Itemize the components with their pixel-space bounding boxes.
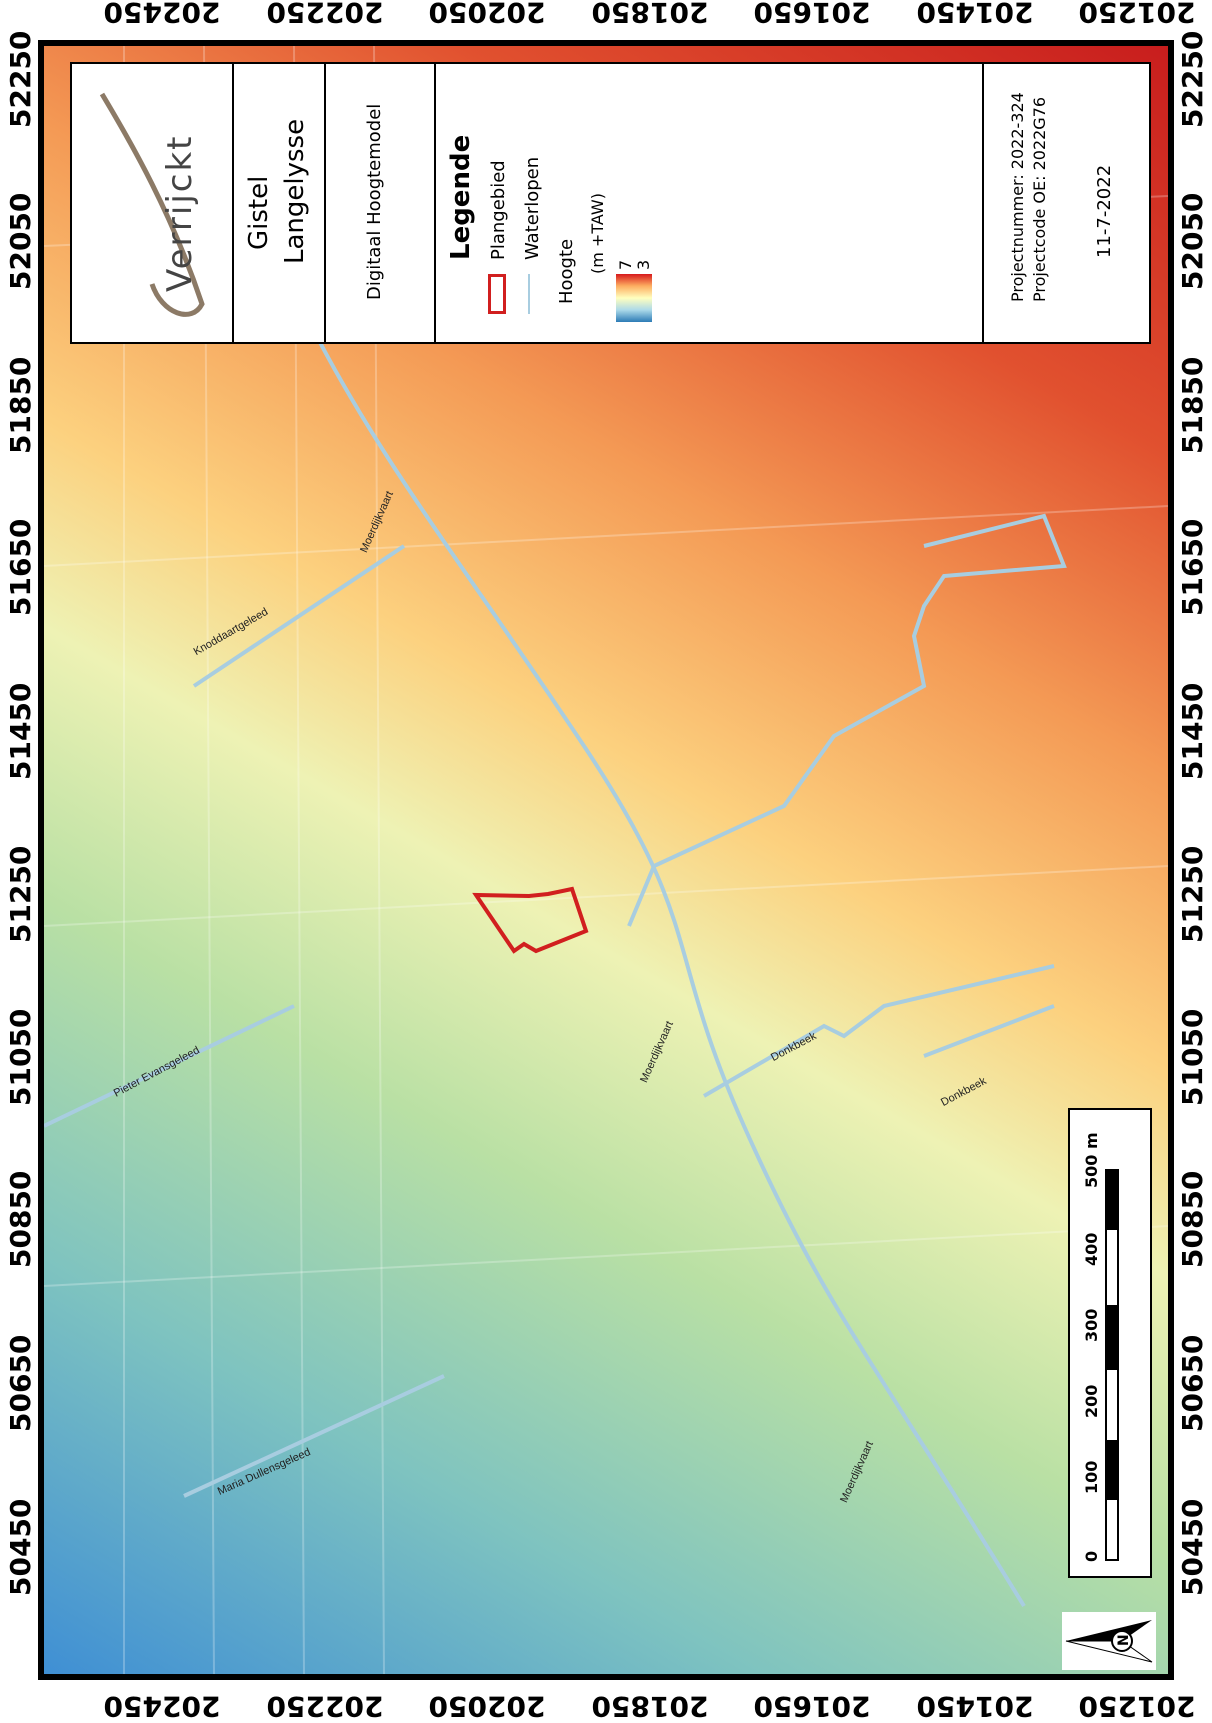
axis-top-tick-4: 201650 (753, 0, 871, 29)
axis-left-tick-1: 52050 (4, 192, 37, 290)
axis-right-tick-0: 52250 (1176, 30, 1209, 128)
axis-left-tick-2: 51850 (4, 356, 37, 454)
scale-bar: 0 100 200 300 400 500 m (1068, 1108, 1152, 1578)
axis-left-tick-7: 50850 (4, 1170, 37, 1268)
axis-right-tick-1: 52050 (1176, 192, 1209, 290)
legend-title: Legende (446, 134, 476, 260)
scale-label-500m: 500 m (1082, 1132, 1101, 1188)
axis-right-tick-7: 50850 (1176, 1170, 1209, 1268)
legend-waterlopen-label: Waterlopen (522, 156, 543, 260)
axis-right-tick-2: 51850 (1176, 356, 1209, 454)
logo-text: Verrijckt (160, 134, 200, 292)
axis-top-tick-1: 202250 (266, 0, 384, 29)
axis-top-tick-6: 201250 (1078, 0, 1196, 29)
axis-top-tick-3: 201850 (591, 0, 709, 29)
waterlopen-lines (44, 330, 1067, 1608)
verrijckt-logo (99, 92, 205, 317)
axis-bottom-tick-4: 201650 (753, 1690, 871, 1723)
axis-left-tick-4: 51450 (4, 682, 37, 780)
legend-hoogte-label: Hoogte (556, 238, 577, 304)
scale-label-0: 0 (1082, 1550, 1101, 1562)
legend-panel: Verrijckt Gistel Langelysse Digitaal Hoo… (70, 62, 1151, 344)
legend-plangebied-label: Plangebied (488, 160, 509, 260)
map-overlay (44, 46, 1168, 1674)
legend-plangebied-swatch (488, 274, 506, 314)
logo-cell: Verrijckt (72, 64, 234, 342)
location-line1: Gistel (244, 175, 274, 250)
location-line2: Langelysse (280, 118, 310, 264)
axis-bottom-tick-3: 201850 (591, 1690, 709, 1723)
axis-top-tick-2: 202050 (428, 0, 546, 29)
scale-label-200: 200 (1082, 1384, 1101, 1418)
north-arrow-icon: N (1062, 1612, 1156, 1670)
legend-hoogte-ramp (616, 274, 652, 322)
title-cell: Digitaal Hoogtemodel (326, 64, 436, 342)
axis-bottom-tick-1: 202250 (266, 1690, 384, 1723)
plangebied-outline[interactable] (472, 886, 589, 954)
axis-top-tick-0: 202450 (103, 0, 221, 29)
axis-left-tick-9: 50450 (4, 1498, 37, 1596)
axis-left-tick-0: 52250 (4, 30, 37, 128)
legend-low-label: 3 (634, 259, 653, 270)
location-cell: Gistel Langelysse (234, 64, 326, 342)
project-code: Projectcode OE: 2022G76 (1030, 96, 1049, 302)
axis-right-tick-9: 50450 (1176, 1498, 1209, 1596)
project-number: Projectnummer: 2022-324 (1008, 92, 1027, 302)
project-date: 11-7-2022 (1094, 164, 1115, 258)
axis-bottom-tick-0: 202450 (103, 1690, 221, 1723)
axis-left-tick-3: 51650 (4, 518, 37, 616)
axis-left-tick-6: 51050 (4, 1008, 37, 1106)
legend-unit-label: (m +TAW) (588, 193, 607, 274)
legend-cell: Legende Plangebied Waterlopen Hoogte (m … (436, 64, 984, 342)
legend-waterlopen-swatch (528, 274, 530, 314)
project-cell: Projectnummer: 2022-324 Projectcode OE: … (984, 64, 1149, 342)
axis-right-tick-5: 51250 (1176, 845, 1209, 943)
scale-bar-graphic (1105, 1169, 1119, 1561)
legend-high-label: 7 (616, 259, 635, 270)
axis-top-tick-5: 201450 (916, 0, 1034, 29)
scale-label-100: 100 (1082, 1460, 1101, 1494)
axis-right-tick-3: 51650 (1176, 518, 1209, 616)
axis-bottom-tick-2: 202050 (428, 1690, 546, 1723)
axis-bottom-tick-5: 201450 (916, 1690, 1034, 1723)
scale-label-300: 300 (1082, 1308, 1101, 1342)
axis-left-tick-8: 50650 (4, 1334, 37, 1432)
svg-text:N: N (1116, 1634, 1132, 1646)
axis-right-tick-4: 51450 (1176, 682, 1209, 780)
axis-bottom-tick-6: 201250 (1078, 1690, 1196, 1723)
axis-right-tick-8: 50650 (1176, 1334, 1209, 1432)
axis-left-tick-5: 51250 (4, 845, 37, 943)
scale-label-400: 400 (1082, 1232, 1101, 1266)
axis-right-tick-6: 51050 (1176, 1008, 1209, 1106)
map-title: Digitaal Hoogtemodel (364, 103, 385, 300)
